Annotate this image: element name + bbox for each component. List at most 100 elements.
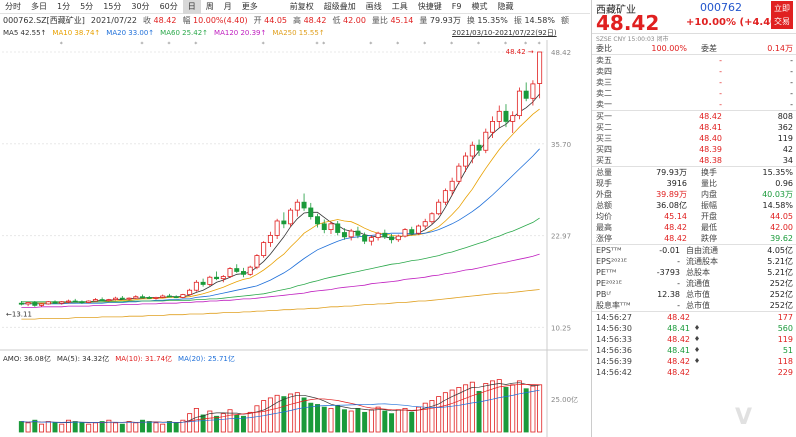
candle-body: [52, 301, 58, 304]
tick-price: 48.42: [667, 357, 690, 366]
event-marker-icon: *: [504, 41, 507, 48]
stat-value: 3916: [666, 179, 687, 188]
ma10-line: [21, 108, 540, 305]
period-tab-1[interactable]: 多日: [31, 1, 47, 11]
period-toolbar: 分时 多日 1分 5分 15分 30分 60分日周月更多 前复权 超级叠加 画线 工具 快捷键 F9 模式…: [0, 0, 590, 14]
toolbar-item-3[interactable]: 工具: [391, 1, 408, 11]
fund-label: EPSᵀᵀᴹ: [596, 246, 622, 255]
period-tab-5[interactable]: 30分: [131, 1, 150, 11]
volume-bar: [456, 387, 462, 433]
ask-price: -: [719, 89, 722, 98]
trade-button[interactable]: 立即 交易: [771, 1, 793, 29]
fund-value: -: [677, 301, 680, 310]
candle-body: [516, 90, 522, 117]
stat-value: 39.89万: [656, 190, 687, 199]
bid-row[interactable]: 买二 48.41 362: [592, 122, 796, 133]
tick-row[interactable]: 14:56:27 48.42 177: [592, 312, 796, 323]
toolbar-item-2[interactable]: 画线: [365, 1, 382, 11]
candle-body: [45, 301, 51, 305]
ma20-line: [21, 148, 540, 305]
period-tab-3[interactable]: 5分: [80, 1, 94, 11]
ask-row[interactable]: 卖三 - -: [592, 77, 796, 88]
tick-row[interactable]: 14:56:36 48.41 ♦ 51: [592, 345, 796, 356]
ask-row[interactable]: 卖五 - -: [592, 55, 796, 66]
period-tab-7[interactable]: 日: [182, 0, 201, 14]
period-tab-6[interactable]: 60分: [159, 1, 178, 11]
volume-bar: [133, 422, 139, 433]
ma5-line: [21, 93, 540, 305]
stat-row: 外盘 39.89万 内盘 40.03万: [592, 189, 796, 200]
stat-row: 涨停 48.42 跌停 39.62: [592, 233, 796, 244]
kline-chart-area[interactable]: 48.42 35.70 22.97 10.25 * * * * * * * * * * * * * * * 48.42…: [0, 40, 588, 437]
volume-bar: [86, 423, 92, 433]
volume-bar: [247, 411, 253, 433]
candle-body: [133, 296, 139, 299]
ma20-label: MA20 33.00↑: [106, 29, 155, 37]
ask-label: 卖三: [596, 78, 612, 87]
tick-list[interactable]: 14:56:27 48.42 177 14:56:30 48.41 ♦ 560 14:56:3…: [592, 312, 796, 378]
toolbar-item-4[interactable]: 快捷键: [417, 1, 442, 11]
candle-body: [187, 289, 193, 295]
volume-bar: [409, 411, 415, 433]
candle-body: [395, 235, 401, 241]
volume-bar: [530, 385, 536, 433]
ratio-value: 100.00%: [651, 44, 687, 53]
date-range[interactable]: 2021/03/10-2021/07/22(92日): [452, 29, 557, 37]
period-tab-4[interactable]: 15分: [103, 1, 122, 11]
period-tab-10[interactable]: 更多: [241, 1, 258, 11]
period-tab-8[interactable]: 周: [205, 1, 214, 11]
toolbar-item-6[interactable]: 模式: [471, 1, 488, 11]
volume-bar: [510, 384, 516, 433]
tick-row[interactable]: 14:56:30 48.41 ♦ 560: [592, 323, 796, 334]
ma-legend: MA5 42.55↑ MA10 38.74↑ MA20 33.00↑ MA60 …: [3, 28, 325, 38]
candle-body: [530, 83, 536, 99]
fund-label-2: 总股本: [686, 268, 710, 277]
ask-price: -: [719, 100, 722, 109]
fund-label-2: 总市值: [686, 290, 710, 299]
tick-row[interactable]: 14:56:42 48.42 229: [592, 367, 796, 378]
period-tab-2[interactable]: 1分: [57, 1, 71, 11]
fund-label-2: 自由流通: [686, 246, 718, 255]
stat-row: 均价 45.14 开盘 44.05: [592, 211, 796, 222]
candle-body: [72, 300, 78, 303]
candle-body: [234, 268, 240, 272]
amp-value: 10.00%(4.40): [193, 16, 248, 25]
tick-row[interactable]: 14:56:39 48.42 ♦ 118: [592, 356, 796, 367]
bid-row[interactable]: 买一 48.42 808: [592, 111, 796, 122]
stats-table: 总量 79.93万 换手 15.35% 现手 3916 量比 0.96 外盘 39.89万 内盘 40…: [592, 167, 796, 244]
period-tab-0[interactable]: 分时: [5, 1, 21, 11]
ask-row[interactable]: 卖一 - -: [592, 99, 796, 110]
fund-label-2: 总市值: [686, 301, 710, 310]
volume-bar: [72, 421, 78, 433]
candle-body: [288, 209, 294, 225]
open-label: 开: [253, 16, 262, 25]
bid-row[interactable]: 买四 48.39 42: [592, 144, 796, 155]
ask-row[interactable]: 卖四 - -: [592, 66, 796, 77]
ma60-line: [21, 217, 540, 303]
volume-bar: [348, 410, 354, 433]
bid-row[interactable]: 买三 48.40 119: [592, 133, 796, 144]
bid-label: 买五: [596, 156, 612, 165]
candle-body: [113, 297, 119, 300]
period-tab-9[interactable]: 月: [223, 1, 232, 11]
tick-row[interactable]: 14:56:33 48.42 ♦ 119: [592, 334, 796, 345]
toolbar-item-1[interactable]: 超级叠加: [323, 1, 356, 11]
fund-value: -0.01: [659, 246, 680, 255]
fund-value-2: 252亿: [769, 301, 793, 310]
volume-bar: [288, 393, 294, 433]
ask-row[interactable]: 卖二 - -: [592, 88, 796, 99]
stat-value-2: 0.96: [775, 179, 793, 188]
candle-body: [240, 271, 246, 275]
fund-row: EPS²⁰²¹ᴱ - 流通股本 5.21亿: [592, 256, 796, 267]
fundamentals-table: EPSᵀᵀᴹ -0.01 自由流通 4.05亿 EPS²⁰²¹ᴱ - 流通股本 5.21亿 PE…: [592, 245, 796, 311]
toolbar-item-7[interactable]: 隐藏: [497, 1, 514, 11]
toolbar-item-5[interactable]: F9: [451, 1, 462, 11]
toolbar-item-0[interactable]: 前复权: [289, 1, 314, 11]
stat-row: 现手 3916 量比 0.96: [592, 178, 796, 189]
event-marker-icon: *: [316, 41, 319, 48]
bid-row[interactable]: 买五 48.38 34: [592, 155, 796, 166]
stat-value: 48.42: [664, 234, 687, 243]
price-change: +10.00% (+4.40): [686, 17, 782, 28]
diff-value: 0.14万: [767, 44, 793, 53]
